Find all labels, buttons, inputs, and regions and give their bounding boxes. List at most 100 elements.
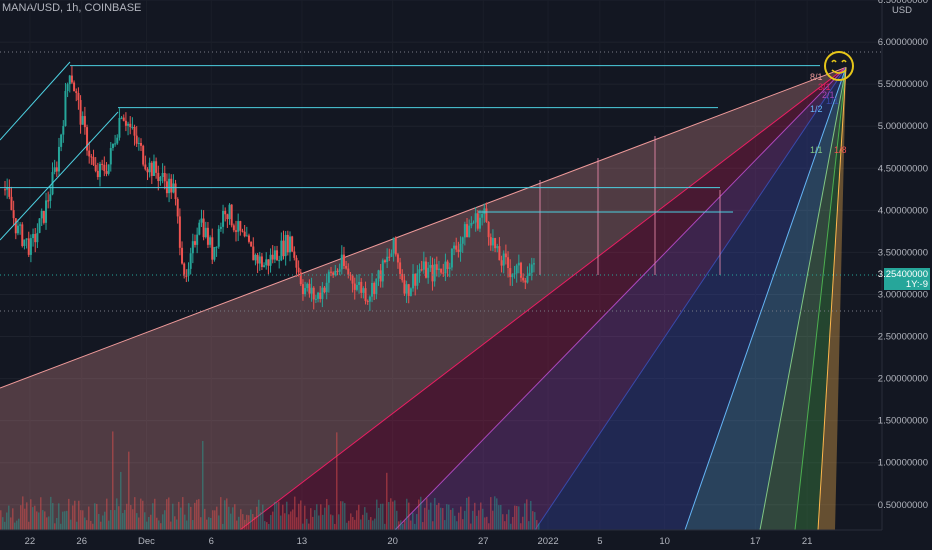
- volume-bar: [536, 520, 538, 530]
- volume-bar: [290, 511, 292, 530]
- candles: [4, 66, 535, 311]
- candle-body: [16, 225, 19, 234]
- volume-bar: [142, 500, 144, 530]
- volume-bar: [50, 496, 52, 530]
- volume-bar: [410, 520, 412, 530]
- candle-body: [86, 127, 89, 151]
- candle-body: [472, 222, 475, 224]
- candle-body: [355, 284, 358, 290]
- horizontal-levels[interactable]: [0, 51, 882, 312]
- fan-level-label: 3/1: [818, 82, 831, 92]
- volume-bar: [346, 522, 348, 530]
- time-tick-label: 5: [597, 536, 602, 547]
- volume-bar: [336, 432, 338, 530]
- candle-body: [239, 221, 242, 231]
- volume-bar: [228, 506, 230, 530]
- candle-body: [209, 237, 212, 245]
- candle-body: [34, 233, 37, 243]
- volume-bar: [172, 503, 174, 530]
- volume-bar: [204, 508, 206, 530]
- trend-line: [0, 61, 71, 141]
- candle-body: [109, 148, 112, 165]
- volume-bar: [404, 520, 406, 530]
- volume-bar: [44, 511, 46, 530]
- candle-body: [14, 218, 17, 234]
- volume-bar: [470, 523, 472, 530]
- candle-body: [457, 249, 460, 252]
- candle-body: [32, 233, 35, 239]
- volume-bar: [92, 523, 94, 530]
- candle-body: [388, 256, 391, 258]
- candle-body: [282, 240, 285, 257]
- volume-bar: [90, 520, 92, 530]
- candle-body: [403, 280, 406, 294]
- candle-body: [368, 296, 371, 302]
- time-tick-label: 17: [750, 536, 761, 547]
- candle-body: [83, 116, 86, 128]
- volume-bar: [510, 523, 512, 530]
- candle-body: [375, 278, 378, 294]
- volume-bar: [6, 512, 8, 530]
- candle-body: [373, 283, 376, 294]
- candle-body: [511, 274, 514, 278]
- volume-bar: [240, 509, 242, 530]
- volume-bar: [216, 506, 218, 530]
- volume-bar: [268, 523, 270, 530]
- volume-bar: [306, 518, 308, 530]
- volume-bar: [376, 499, 378, 530]
- price-axis[interactable]: 6.50000000 6.00000000 5.50000000 5.00000000…: [878, 0, 928, 511]
- smiley-icon[interactable]: [824, 51, 854, 81]
- candle-body: [228, 204, 231, 220]
- candle-body: [442, 272, 445, 274]
- volume-bar: [292, 509, 294, 530]
- volume-bar: [2, 517, 4, 530]
- fan-ray: [0, 66, 847, 389]
- volume-bar: [454, 515, 456, 530]
- price-tick-label: 1.50000000: [878, 416, 928, 427]
- candle-body: [73, 82, 76, 92]
- candle-body: [396, 254, 399, 263]
- volume-bar: [520, 523, 522, 530]
- candle-body: [450, 248, 453, 268]
- time-tick-label: 20: [387, 536, 398, 547]
- candle-body: [383, 260, 386, 263]
- candle-body: [340, 254, 343, 270]
- candle-body: [435, 264, 438, 270]
- candle-body: [498, 246, 501, 261]
- volume-bar: [420, 496, 422, 530]
- candle-body: [304, 288, 307, 295]
- candle-body: [105, 171, 108, 174]
- candle-body: [168, 178, 171, 194]
- time-axis[interactable]: 22 26 Dec 6 13 20 27 2022 5 10 17 21: [25, 536, 813, 547]
- price-tick-label: 5.00000000: [878, 121, 928, 132]
- candle-body: [140, 142, 143, 146]
- candle-body: [57, 146, 60, 172]
- candle-body: [412, 273, 415, 289]
- volume-bar: [482, 508, 484, 530]
- volume-bar: [328, 505, 330, 530]
- volume-bar: [84, 517, 86, 530]
- candle-body: [53, 167, 56, 173]
- candle-body: [111, 143, 114, 149]
- volume-bar: [124, 509, 126, 530]
- volume-bar: [324, 507, 326, 530]
- volume-bar: [106, 498, 108, 530]
- candle-body: [301, 284, 304, 295]
- time-tick-label: 21: [802, 536, 813, 547]
- fan-ray: [817, 67, 847, 531]
- volume-bar: [356, 510, 358, 530]
- candle-body: [487, 221, 490, 238]
- candle-body: [470, 222, 473, 226]
- candle-body: [507, 257, 510, 269]
- volume-bar: [282, 504, 284, 530]
- volume-bar: [76, 521, 78, 530]
- candle-body: [6, 187, 9, 190]
- price-tick-label: 5.50000000: [878, 79, 928, 90]
- candle-body: [163, 172, 166, 182]
- fan-level-label: 1/2: [810, 104, 823, 114]
- volume-bar: [12, 508, 14, 530]
- candle-body: [120, 117, 123, 119]
- volume-bar: [310, 508, 312, 530]
- volume-bar: [480, 502, 482, 530]
